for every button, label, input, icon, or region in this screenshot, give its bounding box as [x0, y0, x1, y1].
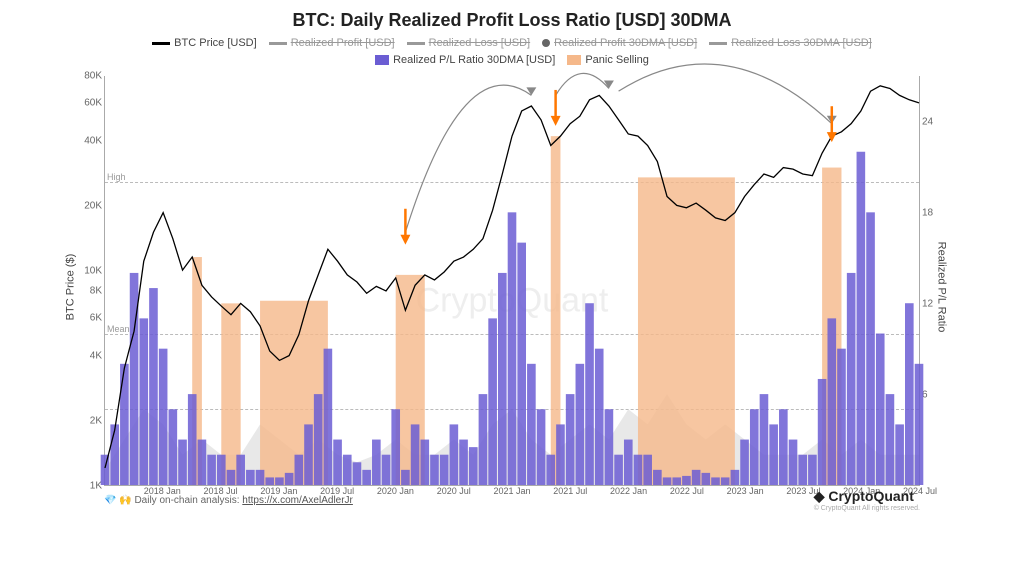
chart-svg: [105, 76, 919, 485]
chart-area: BTC Price ($) 1K2K4K6K8K10K20K40K60K80K …: [52, 76, 972, 516]
y-left-label: BTC Price ($): [64, 254, 76, 321]
y-right-label: Realized P/L Ratio: [936, 242, 948, 333]
legend: BTC Price [USD]Realized Profit [USD]Real…: [20, 35, 1004, 68]
footer-link[interactable]: 💎 🙌 Daily on-chain analysis: https://x.c…: [104, 495, 353, 506]
chart-title: BTC: Daily Realized Profit Loss Ratio [U…: [20, 10, 1004, 31]
logo: ◆ CryptoQuant © CryptoQuant All rights r…: [814, 488, 920, 512]
